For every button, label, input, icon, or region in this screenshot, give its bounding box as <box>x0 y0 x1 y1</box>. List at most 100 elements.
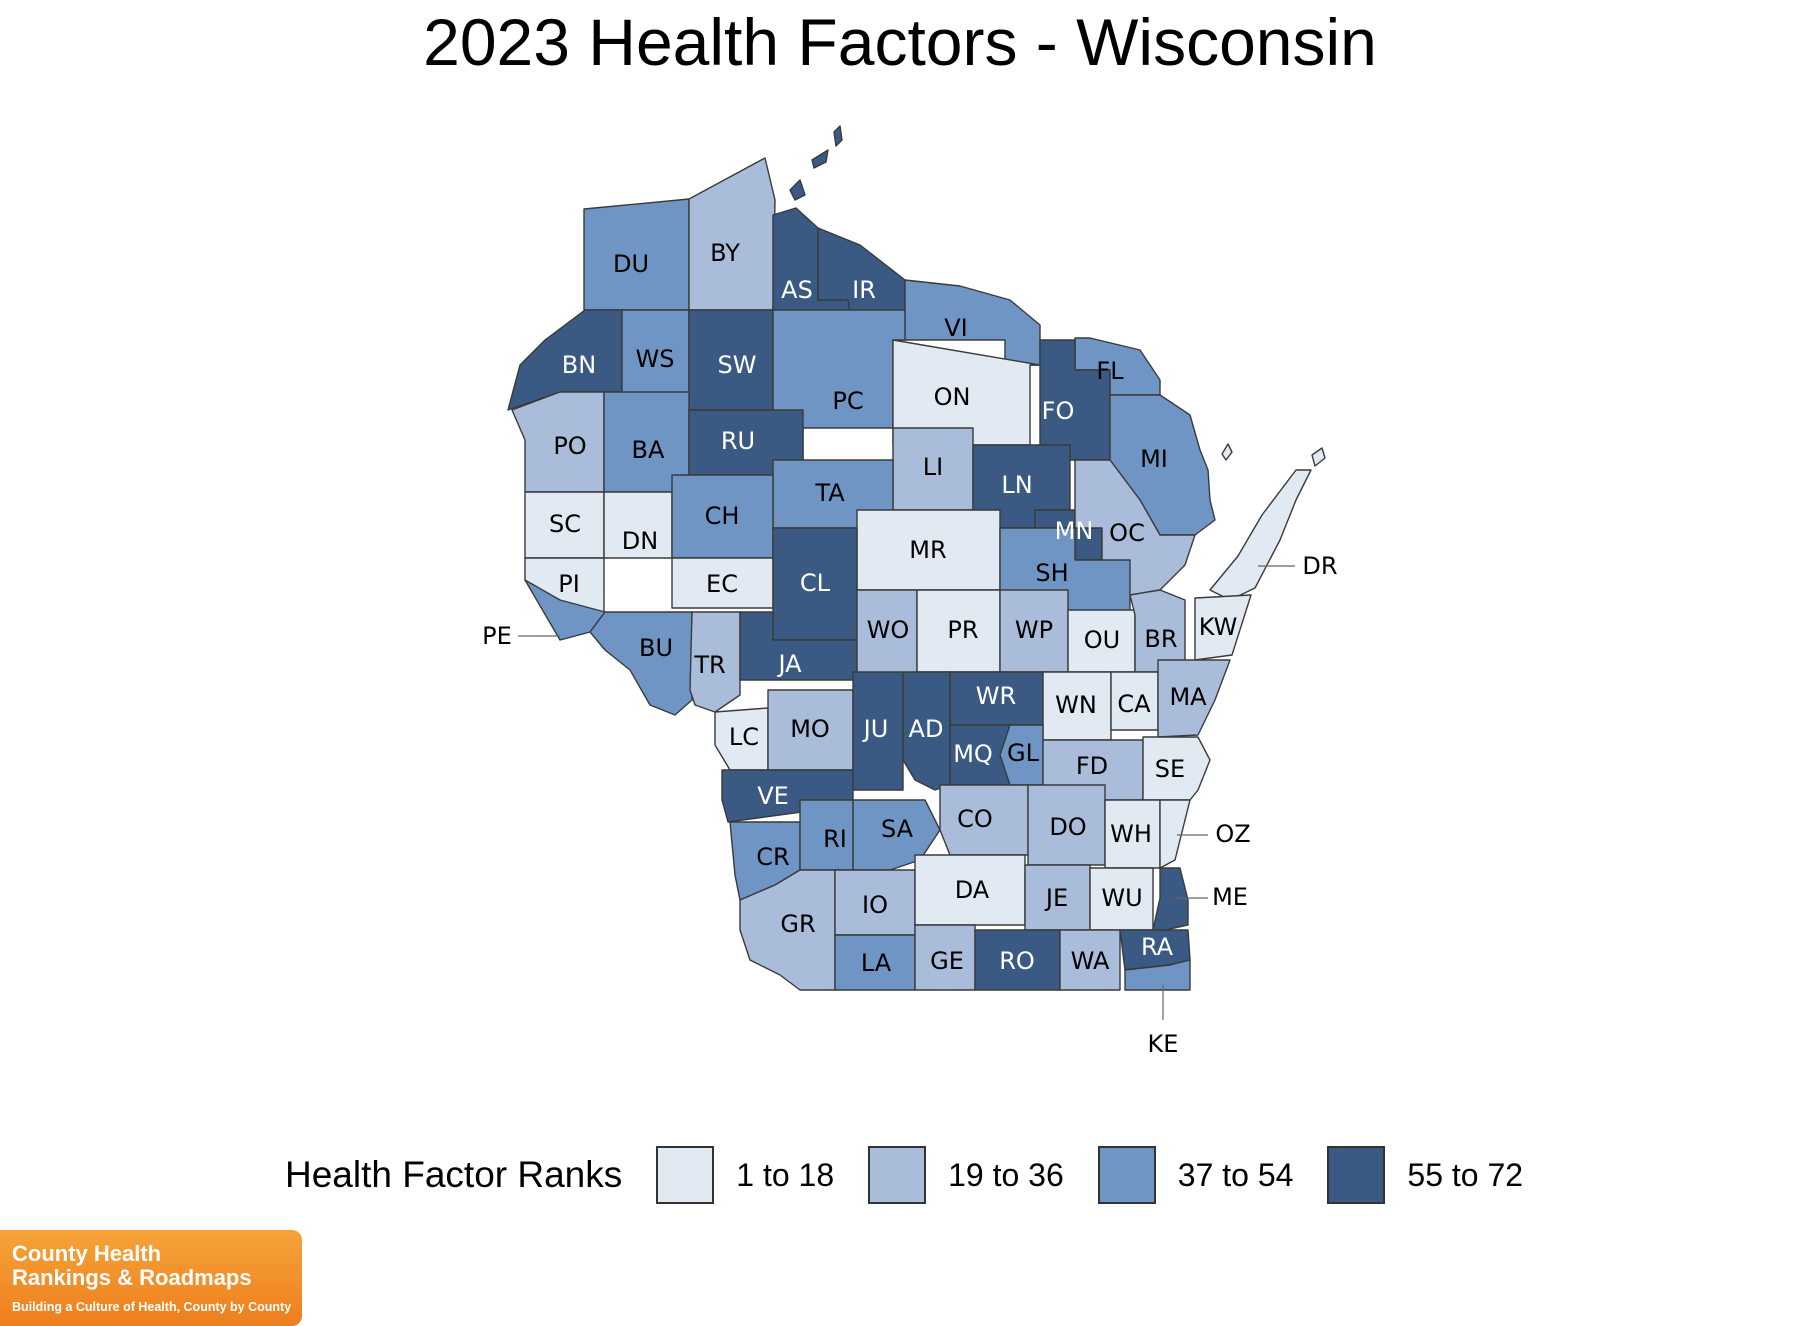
legend-label: 37 to 54 <box>1177 1156 1294 1193</box>
legend-label: 55 to 72 <box>1407 1156 1524 1193</box>
county-label-lc: LC <box>729 723 759 751</box>
county-label-sc: SC <box>549 510 581 538</box>
county-oz[interactable] <box>1159 799 1191 869</box>
county-label-ro: RO <box>999 947 1035 975</box>
county-label-cl: CL <box>800 569 831 597</box>
county-label-wp: WP <box>1015 616 1053 644</box>
county-label-dr: DR <box>1302 552 1337 580</box>
legend-label: 19 to 36 <box>948 1156 1064 1193</box>
county-label-ve: VE <box>757 782 789 810</box>
county-label-fd: FD <box>1076 752 1108 780</box>
county-ma[interactable] <box>1157 659 1231 738</box>
county-label-on: ON <box>934 383 971 411</box>
county-wa[interactable] <box>1059 929 1121 991</box>
county-label-kw: KW <box>1199 613 1238 641</box>
county-label-as: AS <box>781 276 813 304</box>
county-ke[interactable] <box>1124 959 1191 991</box>
county-label-mq: MQ <box>953 740 993 768</box>
county-label-ju: JU <box>862 715 889 743</box>
legend-swatch <box>868 1146 927 1204</box>
county-label-ke: KE <box>1148 1030 1179 1058</box>
legend-title: Health Factor Ranks <box>285 1154 623 1195</box>
county-label-wa: WA <box>1071 947 1110 975</box>
county-label-li: LI <box>923 453 943 481</box>
county-label-ad: AD <box>909 715 944 743</box>
county-label-po: PO <box>553 432 586 460</box>
county-label-co: CO <box>957 805 993 833</box>
legend-label: 1 to 18 <box>736 1156 835 1193</box>
county-label-ec: EC <box>706 570 738 598</box>
island-shape <box>789 179 806 201</box>
county-label-pe: PE <box>482 622 512 650</box>
county-label-ln: LN <box>1001 471 1032 499</box>
county-ju[interactable] <box>852 671 904 791</box>
county-label-fl: FL <box>1096 357 1124 385</box>
county-label-dn: DN <box>622 527 658 555</box>
legend-item: 19 to 36 <box>868 1146 1074 1204</box>
legend-swatch <box>656 1146 715 1204</box>
island-shape <box>833 125 843 147</box>
county-label-mi: MI <box>1140 445 1168 473</box>
legend-item: 55 to 72 <box>1327 1146 1533 1204</box>
county-bu[interactable] <box>589 611 693 716</box>
county-label-io: IO <box>862 891 888 919</box>
county-label-vi: VI <box>944 314 968 342</box>
county-label-ou: OU <box>1084 626 1120 654</box>
page-title: 2023 Health Factors - Wisconsin <box>423 5 1377 79</box>
county-label-mo: MO <box>790 715 830 743</box>
legend: Health Factor Ranks 1 to 18 19 to 36 37 … <box>285 1140 1557 1210</box>
island-shape <box>1311 447 1326 467</box>
county-label-me: ME <box>1212 883 1248 911</box>
county-label-ma: MA <box>1169 683 1207 711</box>
county-label-je: JE <box>1044 884 1068 912</box>
county-label-ba: BA <box>632 436 665 464</box>
county-label-ir: IR <box>852 276 876 304</box>
county-label-pi: PI <box>558 570 580 598</box>
county-label-bn: BN <box>562 351 596 379</box>
county-health-rankings-logo[interactable]: County Health Rankings & Roadmaps Buildi… <box>0 1230 302 1326</box>
county-label-ws: WS <box>636 345 675 373</box>
county-label-sh: SH <box>1035 559 1068 587</box>
county-label-bu: BU <box>639 634 673 662</box>
county-label-wh: WH <box>1110 820 1152 848</box>
county-kw[interactable] <box>1194 594 1252 661</box>
county-by[interactable] <box>688 157 776 311</box>
county-label-pc: PC <box>832 387 863 415</box>
county-label-du: DU <box>613 250 649 278</box>
county-label-cr: CR <box>756 843 789 871</box>
county-label-by: BY <box>710 239 740 267</box>
county-gr[interactable] <box>739 869 836 991</box>
county-label-tr: TR <box>693 651 725 679</box>
county-label-oz: OZ <box>1215 820 1250 848</box>
legend-swatch <box>1327 1146 1386 1204</box>
county-label-oc: OC <box>1109 519 1145 547</box>
logo-tagline: Building a Culture of Health, County by … <box>12 1300 292 1314</box>
logo-line: County Health <box>12 1241 162 1266</box>
county-label-ta: TA <box>814 479 845 507</box>
county-label-sw: SW <box>718 351 757 379</box>
county-label-br: BR <box>1144 625 1177 653</box>
county-label-wn: WN <box>1055 691 1097 719</box>
county-label-wr: WR <box>976 682 1016 710</box>
county-label-ja: JA <box>776 650 802 678</box>
county-dr[interactable] <box>1209 469 1312 601</box>
island-shape <box>1221 443 1233 461</box>
county-label-pr: PR <box>947 616 978 644</box>
county-label-ri: RI <box>823 825 847 853</box>
county-label-sa: SA <box>881 815 914 843</box>
county-label-wo: WO <box>867 616 910 644</box>
county-label-la: LA <box>861 949 892 977</box>
logo-line: Rankings & Roadmaps <box>12 1265 252 1290</box>
county-label-da: DA <box>955 876 990 904</box>
legend-item: 37 to 54 <box>1097 1146 1304 1204</box>
county-me[interactable] <box>1152 867 1189 931</box>
county-label-gl: GL <box>1007 739 1040 767</box>
county-label-ch: CH <box>705 502 740 530</box>
county-label-ra: RA <box>1141 933 1174 961</box>
county-label-se: SE <box>1155 755 1185 783</box>
county-label-mr: MR <box>909 536 946 564</box>
county-label-mn: MN <box>1055 517 1094 545</box>
legend-item: 1 to 18 <box>656 1146 844 1204</box>
county-label-wu: WU <box>1101 884 1142 912</box>
